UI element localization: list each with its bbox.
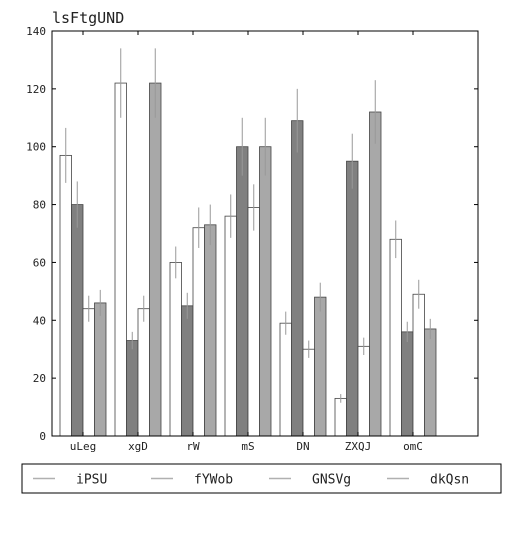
bar-GNSVg-mS bbox=[247, 207, 260, 437]
y-tick-label-60: 60 bbox=[33, 256, 46, 269]
y-tick-label-20: 20 bbox=[33, 372, 46, 385]
bar-fYWob-mS bbox=[236, 146, 249, 437]
bar-dkQsn-rW bbox=[204, 224, 217, 437]
bar-dkQsn-xgD bbox=[149, 82, 162, 437]
bar-iPSU-DN bbox=[279, 322, 292, 437]
x-tick-label-ZXQJ: ZXQJ bbox=[345, 440, 372, 453]
y-tick-label-100: 100 bbox=[26, 141, 46, 154]
y-tick-label-80: 80 bbox=[33, 199, 46, 212]
y-tick-label-40: 40 bbox=[33, 314, 46, 327]
bar-GNSVg-ZXQJ bbox=[357, 345, 370, 437]
plot-frame bbox=[51, 30, 479, 437]
legend-label-dkQsn: dkQsn bbox=[430, 473, 469, 488]
axis-layer: 0 20 40 60 80 100 120 140 uLeg xgD rW mS DN ZXQJ omC bbox=[26, 25, 479, 453]
bar-fYWob-uLeg bbox=[71, 204, 84, 437]
y-tick-label-140: 140 bbox=[26, 25, 46, 38]
bar-iPSU-omC bbox=[389, 238, 402, 437]
x-tick-label-rW: rW bbox=[186, 440, 200, 453]
bar-iPSU-xgD bbox=[114, 82, 127, 437]
x-tick-label-uLeg: uLeg bbox=[70, 440, 97, 453]
chart-title: lsFtgUND bbox=[52, 9, 124, 27]
bar-GNSVg-DN bbox=[302, 348, 315, 437]
x-tick-label-mS: mS bbox=[241, 440, 254, 453]
bar-dkQsn-uLeg bbox=[94, 302, 107, 437]
y-tick-label-120: 120 bbox=[26, 83, 46, 96]
bar-iPSU-ZXQJ bbox=[334, 397, 347, 437]
x-tick-label-DN: DN bbox=[296, 440, 309, 453]
bar-iPSU-rW bbox=[169, 262, 182, 437]
x-tick-label-omC: omC bbox=[403, 440, 423, 453]
bar-dkQsn-DN bbox=[314, 296, 327, 437]
bar-fYWob-xgD bbox=[126, 340, 139, 437]
bar-dkQsn-ZXQJ bbox=[369, 111, 382, 437]
bar-GNSVg-omC bbox=[412, 293, 425, 437]
bar-iPSU-uLeg bbox=[59, 154, 72, 437]
bar-GNSVg-xgD bbox=[137, 308, 150, 437]
bar-GNSVg-uLeg bbox=[82, 308, 95, 437]
bar-iPSU-mS bbox=[224, 215, 237, 437]
bar-fYWob-rW bbox=[181, 305, 194, 437]
legend-box bbox=[21, 463, 502, 494]
bars-layer bbox=[59, 48, 437, 437]
bar-dkQsn-omC bbox=[424, 328, 437, 437]
legend-label-fYWob: fYWob bbox=[194, 473, 233, 488]
legend-label-GNSVg: GNSVg bbox=[312, 473, 351, 488]
legend: iPSU fYWob GNSVg dkQsn bbox=[21, 463, 502, 494]
bar-fYWob-ZXQJ bbox=[346, 160, 359, 437]
bar-GNSVg-rW bbox=[192, 227, 205, 437]
x-tick-label-xgD: xgD bbox=[128, 440, 148, 453]
y-tick-label-0: 0 bbox=[39, 430, 46, 443]
legend-label-iPSU: iPSU bbox=[76, 473, 107, 488]
bar-dkQsn-mS bbox=[259, 146, 272, 437]
bar-fYWob-omC bbox=[401, 331, 414, 437]
bar-fYWob-DN bbox=[291, 120, 304, 437]
